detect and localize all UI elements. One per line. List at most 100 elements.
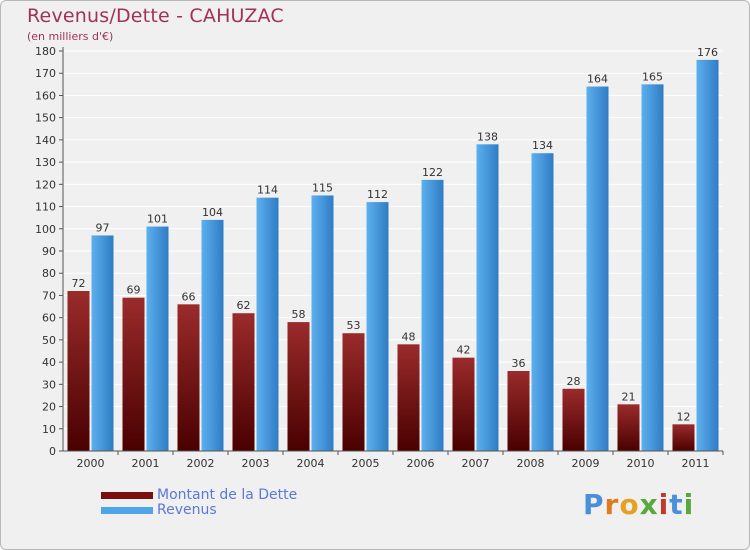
bar-dette-2003 <box>232 313 255 451</box>
y-tick-label: 10 <box>42 423 56 436</box>
bar-revenus-2005 <box>366 202 389 451</box>
bar-revenus-2007 <box>476 144 499 452</box>
x-tick-label: 2006 <box>407 457 435 470</box>
bar-dette-2002 <box>177 304 200 451</box>
bar-revenus-2003 <box>256 197 279 451</box>
legend-label-revenus: Revenus <box>157 502 217 518</box>
legend-swatch-dette <box>101 492 153 499</box>
grid-lines <box>63 50 723 452</box>
bar-revenus-2004 <box>311 195 334 451</box>
y-tick-label: 90 <box>42 245 56 258</box>
y-tick-label: 30 <box>42 378 56 391</box>
y-tick-label: 70 <box>42 289 56 302</box>
value-label-revenus-2006: 122 <box>422 166 443 179</box>
bar-revenus-2009 <box>586 86 609 452</box>
bar-dette-2006 <box>397 344 420 451</box>
y-tick-label: 160 <box>35 89 56 102</box>
bar-revenus-2001 <box>146 226 169 451</box>
chart-subtitle: (en milliers d'€) <box>27 30 114 43</box>
y-tick-label: 120 <box>35 178 56 191</box>
bar-revenus-2010 <box>641 84 664 451</box>
value-label-dette-2009: 28 <box>567 375 581 388</box>
legend-label-dette: Montant de la Dette <box>157 487 298 503</box>
y-tick-label: 110 <box>35 201 56 214</box>
value-label-revenus-2002: 104 <box>202 206 223 219</box>
logo-letter: t <box>669 488 684 521</box>
bar-dette-2011 <box>672 424 695 451</box>
value-label-dette-2001: 69 <box>127 284 141 297</box>
y-tick-label: 180 <box>35 45 56 58</box>
bar-dette-2000 <box>67 291 90 451</box>
x-tick-label: 2001 <box>132 457 160 470</box>
value-label-revenus-2011: 176 <box>697 46 718 59</box>
bar-dette-2004 <box>287 322 310 451</box>
x-tick-label: 2011 <box>682 457 710 470</box>
x-tick-label: 2008 <box>517 457 545 470</box>
axes <box>59 47 724 455</box>
value-label-dette-2004: 58 <box>292 308 306 321</box>
value-label-dette-2007: 42 <box>457 344 471 357</box>
value-label-dette-2011: 12 <box>677 410 691 423</box>
y-tick-label: 130 <box>35 156 56 169</box>
y-tick-label: 20 <box>42 401 56 414</box>
logo-letter: r <box>604 488 620 521</box>
logo-letter: o <box>619 488 640 521</box>
value-label-dette-2002: 66 <box>182 290 196 303</box>
value-label-dette-2008: 36 <box>512 357 526 370</box>
y-tick-label: 150 <box>35 112 56 125</box>
bar-revenus-2000 <box>91 235 114 451</box>
bars <box>67 59 719 452</box>
bar-revenus-2002 <box>201 219 224 451</box>
y-tick-label: 60 <box>42 312 56 325</box>
x-tick-label: 2005 <box>352 457 380 470</box>
x-tick-label: 2010 <box>627 457 655 470</box>
x-tick-label: 2004 <box>297 457 325 470</box>
legend-item-revenus: Revenus <box>101 503 297 518</box>
value-label-revenus-2000: 97 <box>96 221 110 234</box>
bar-dette-2007 <box>452 357 475 451</box>
value-label-dette-2006: 48 <box>402 330 416 343</box>
bar-revenus-2011 <box>696 59 719 452</box>
value-label-revenus-2001: 101 <box>147 213 168 226</box>
bar-dette-2009 <box>562 388 585 451</box>
bar-dette-2001 <box>122 297 145 451</box>
legend-item-dette: Montant de la Dette <box>101 488 297 503</box>
value-label-revenus-2004: 115 <box>312 181 333 194</box>
y-tick-label: 50 <box>42 334 56 347</box>
y-tick-label: 0 <box>49 445 56 458</box>
x-tick-label: 2002 <box>187 457 215 470</box>
y-tick-label: 100 <box>35 223 56 236</box>
logo-letter: P <box>583 488 605 521</box>
value-label-revenus-2007: 138 <box>477 130 498 143</box>
y-tick-label: 170 <box>35 67 56 80</box>
value-label-revenus-2008: 134 <box>532 139 553 152</box>
value-label-revenus-2005: 112 <box>367 188 388 201</box>
logo-letter: i <box>658 488 670 521</box>
bar-dette-2010 <box>617 404 640 451</box>
y-tick-label: 40 <box>42 356 56 369</box>
value-label-dette-2005: 53 <box>347 319 361 332</box>
value-label-revenus-2009: 164 <box>587 73 608 86</box>
logo-letter: x <box>639 488 659 521</box>
x-tick-label: 2000 <box>77 457 105 470</box>
value-label-dette-2000: 72 <box>72 277 86 290</box>
value-label-revenus-2010: 165 <box>642 70 663 83</box>
logo-letter: i <box>683 488 695 521</box>
value-label-dette-2003: 62 <box>237 299 251 312</box>
y-tick-label: 140 <box>35 134 56 147</box>
y-tick-label: 80 <box>42 267 56 280</box>
proxiti-logo: Proxiti <box>583 488 694 521</box>
labels: 0 10 20 30 40 50 60 70 80 90 100 110 120 130 140 150 160… <box>35 45 718 470</box>
legend: Montant de la Dette Revenus <box>101 488 297 518</box>
value-label-dette-2010: 21 <box>622 390 636 403</box>
bar-dette-2008 <box>507 371 530 451</box>
x-tick-label: 2007 <box>462 457 490 470</box>
value-label-revenus-2003: 114 <box>257 184 278 197</box>
chart-title: Revenus/Dette - CAHUZAC <box>27 5 284 27</box>
bar-dette-2005 <box>342 333 365 451</box>
bar-revenus-2006 <box>421 179 444 451</box>
bar-revenus-2008 <box>531 153 554 451</box>
x-tick-label: 2003 <box>242 457 270 470</box>
